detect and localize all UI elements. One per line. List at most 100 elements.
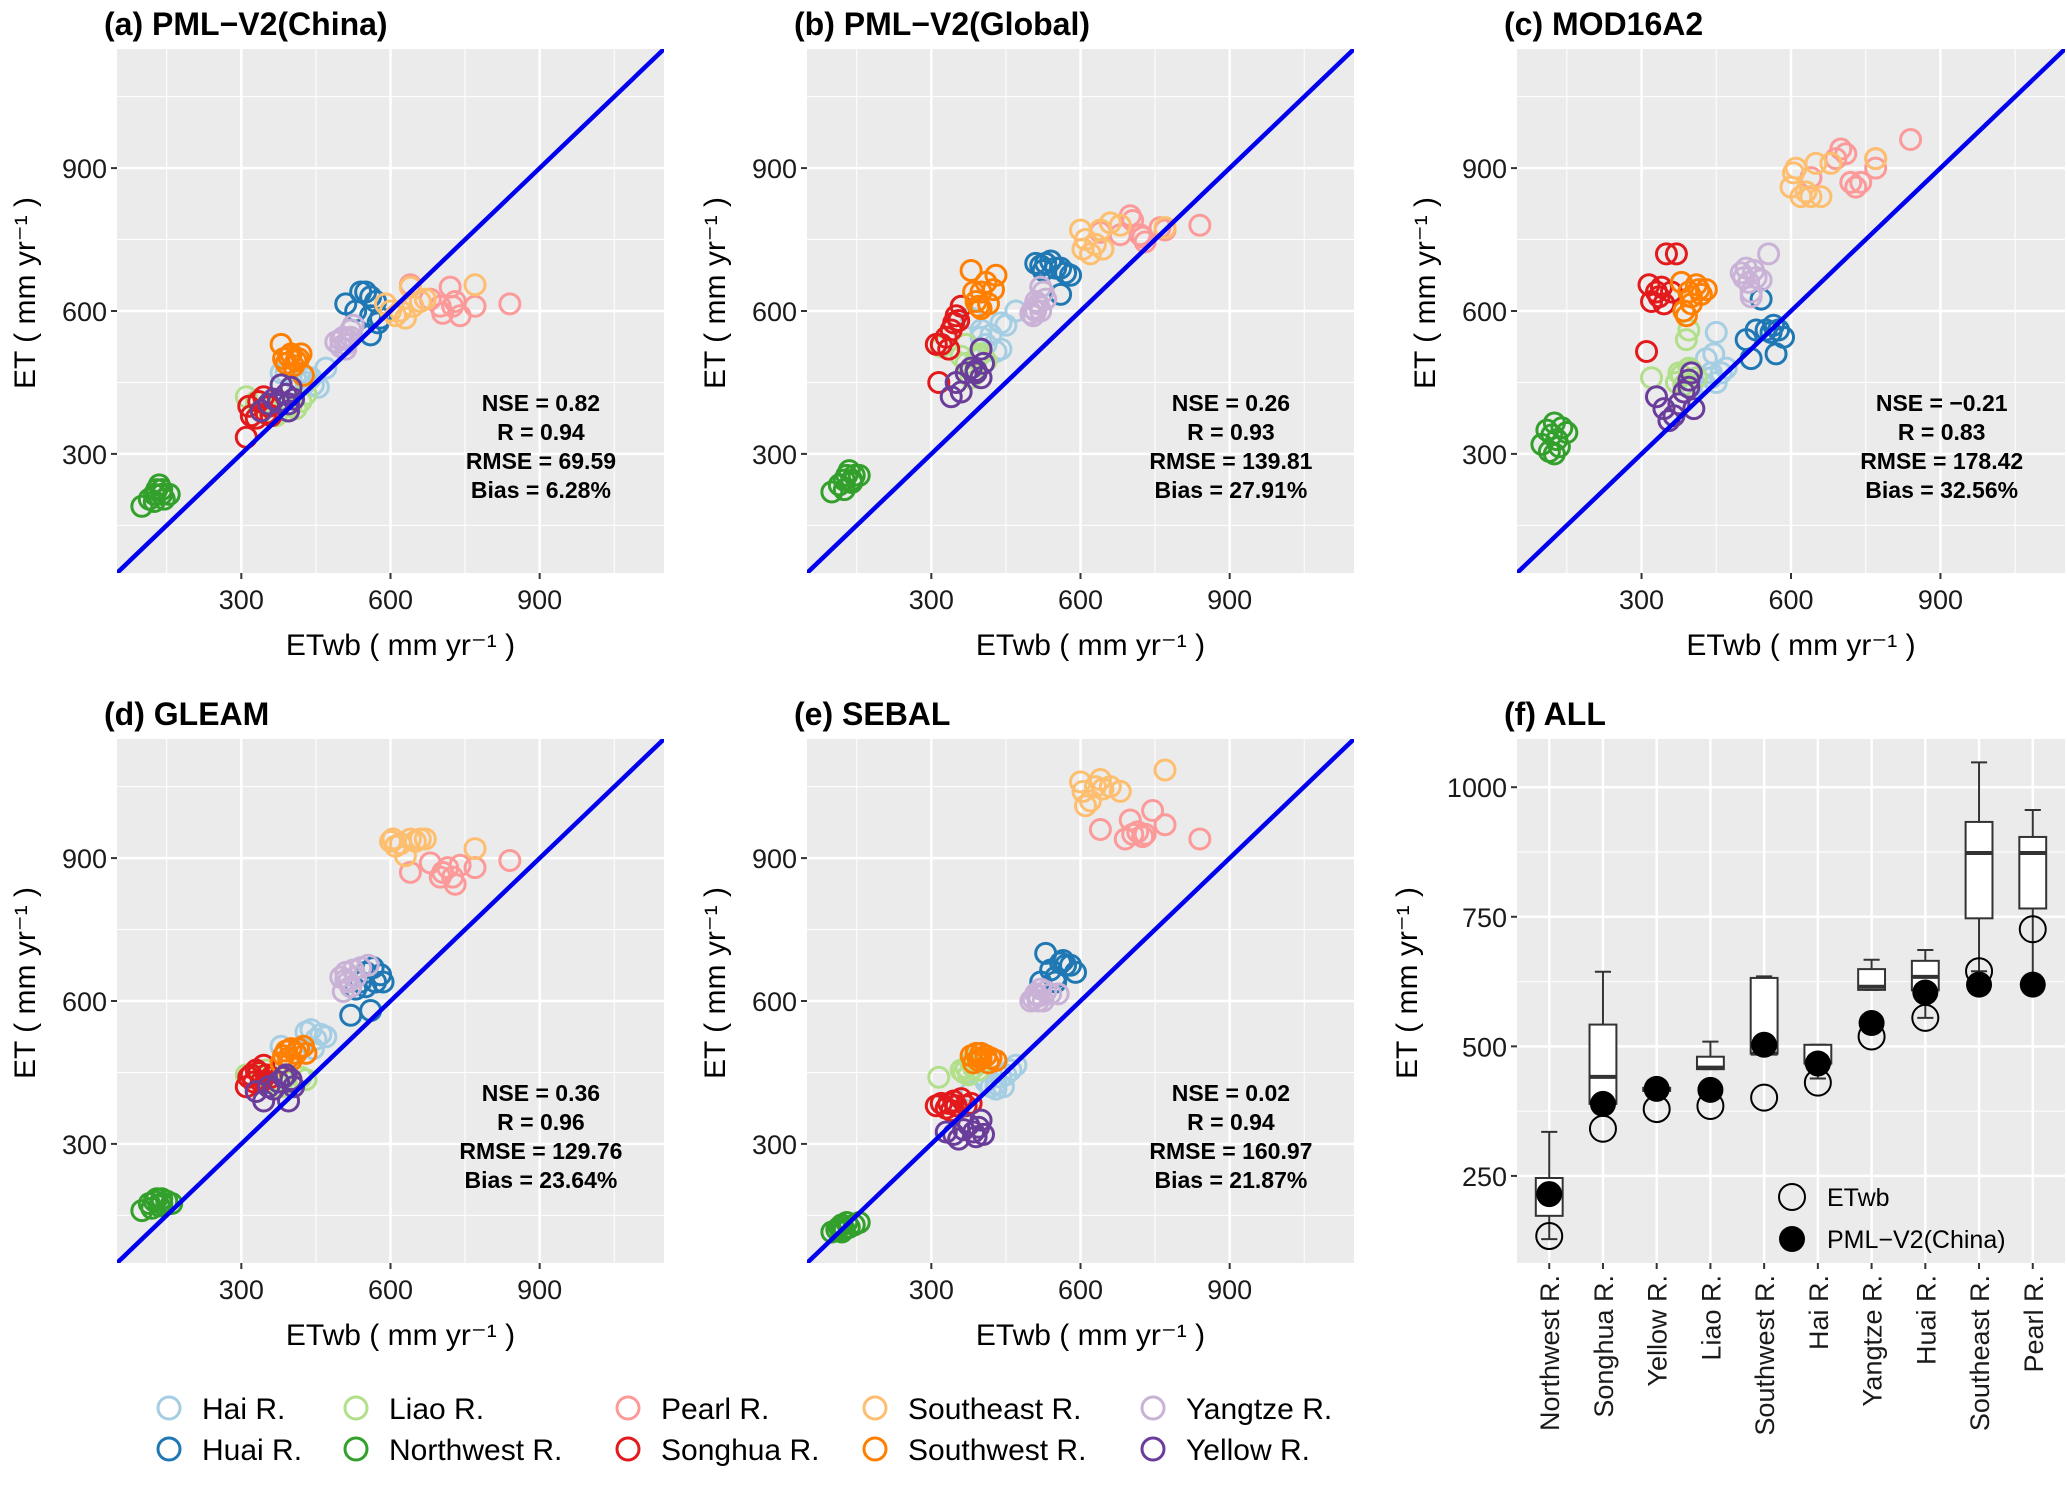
data-point xyxy=(1839,170,1863,194)
legend-key-circle xyxy=(156,1436,182,1462)
y-tick-label: 300 xyxy=(752,440,797,470)
legend-key-circle xyxy=(156,1395,182,1421)
panel-title: (f) ALL xyxy=(1504,696,1606,732)
pml-point xyxy=(1966,971,1993,998)
data-point xyxy=(1864,156,1888,180)
data-point xyxy=(1141,798,1165,822)
data-point xyxy=(1188,213,1212,237)
series-southeast-r xyxy=(379,827,487,868)
data-point xyxy=(413,827,437,851)
x-tick-label: 900 xyxy=(1207,585,1252,615)
data-point xyxy=(1757,242,1781,266)
legend-label: Southwest R. xyxy=(908,1434,1086,1467)
legend-item: Southeast R. xyxy=(862,1393,1081,1426)
data-point xyxy=(964,1125,988,1149)
data-point xyxy=(329,328,353,352)
stat-text: Bias = 32.56% xyxy=(1865,477,2018,503)
y-tick-label: 900 xyxy=(62,154,107,184)
data-point xyxy=(1864,147,1888,171)
data-point xyxy=(959,1091,983,1115)
legend-label: Northwest R. xyxy=(389,1434,562,1467)
stat-text: RMSE = 178.42 xyxy=(1860,448,2023,474)
x-tick-label: 300 xyxy=(909,1275,954,1305)
boxplot xyxy=(1964,761,1994,973)
stat-text: Bias = 27.91% xyxy=(1155,477,1308,503)
y-tick-label: 900 xyxy=(752,844,797,874)
data-point xyxy=(840,468,864,492)
data-point xyxy=(1739,285,1763,309)
series-yangtze-r xyxy=(329,953,380,1003)
data-point xyxy=(1677,375,1701,399)
data-point xyxy=(1064,960,1088,984)
grid xyxy=(117,739,664,1263)
x-axis-label: ETwb ( mm yr⁻¹ ) xyxy=(286,1319,515,1352)
pml-point xyxy=(1697,1076,1724,1103)
x-axis-label: ETwb ( mm yr⁻¹ ) xyxy=(976,629,1205,662)
stat-text: Bias = 6.28% xyxy=(471,477,611,503)
data-point xyxy=(1899,128,1923,152)
stat-text: Bias = 23.64% xyxy=(465,1167,618,1193)
one-to-one-line xyxy=(117,739,664,1263)
data-point xyxy=(1682,397,1706,421)
box xyxy=(1857,968,1887,991)
data-point xyxy=(1664,242,1688,266)
series-yangtze-r xyxy=(1729,242,1781,309)
series-pearl-r xyxy=(398,848,522,896)
one-to-one-line xyxy=(807,739,1354,1263)
legend-label: Huai R. xyxy=(202,1434,302,1467)
data-point xyxy=(964,361,988,385)
x-tick-label: Yangtze R. xyxy=(1858,1275,1888,1407)
x-tick-label: Hai R. xyxy=(1804,1275,1834,1350)
series-yangtze-r xyxy=(1019,977,1070,1013)
stat-text: NSE = 0.36 xyxy=(482,1080,600,1106)
data-point xyxy=(959,259,983,283)
data-point xyxy=(1078,789,1102,813)
data-point xyxy=(356,953,380,977)
data-point xyxy=(1188,827,1212,851)
series-southwest-r xyxy=(959,259,1008,321)
data-point xyxy=(1849,170,1873,194)
data-point xyxy=(1073,794,1097,818)
series-yellow-r xyxy=(244,1063,306,1113)
panel-title: (b) PML−V2(Global) xyxy=(794,6,1090,42)
stat-text: NSE = 0.02 xyxy=(1172,1080,1290,1106)
x-tick-label: Liao R. xyxy=(1696,1275,1726,1361)
data-point xyxy=(463,837,487,861)
series-northwest-r xyxy=(130,1187,184,1223)
x-tick-label: 600 xyxy=(368,1275,413,1305)
data-point xyxy=(937,337,961,361)
data-point xyxy=(937,1091,961,1115)
legend-key-circle xyxy=(1140,1436,1166,1462)
data-point xyxy=(984,263,1008,287)
pml-point xyxy=(1858,1010,1885,1037)
data-point xyxy=(1714,356,1738,380)
data-point xyxy=(1709,361,1733,385)
series-yangtze-r xyxy=(1019,275,1058,328)
data-point xyxy=(969,280,993,304)
y-tick-label: 600 xyxy=(62,987,107,1017)
legend-key-etwb xyxy=(1778,1183,1806,1211)
legend-key-circle xyxy=(862,1395,888,1421)
legend-item: Yellow R. xyxy=(1140,1434,1310,1467)
x-tick-label: 600 xyxy=(1768,585,1813,615)
stat-text: R = 0.93 xyxy=(1187,419,1275,445)
data-point xyxy=(282,354,306,378)
data-point xyxy=(282,387,306,411)
data-point xyxy=(969,1041,993,1065)
y-tick-label: 900 xyxy=(1462,154,1507,184)
x-tick-label: Huai R. xyxy=(1911,1275,1941,1365)
data-point xyxy=(954,361,978,385)
stat-text: R = 0.96 xyxy=(497,1109,585,1135)
etwb-point xyxy=(2018,915,2047,944)
pml-point xyxy=(1643,1075,1670,1102)
y-axis-label: ET ( mm yr⁻¹ ) xyxy=(699,197,732,389)
legend-key-circle xyxy=(343,1395,369,1421)
y-axis-label: ET ( mm yr⁻¹ ) xyxy=(9,197,42,389)
data-point xyxy=(279,1037,303,1061)
x-tick-label: 300 xyxy=(219,585,264,615)
y-tick-label: 1000 xyxy=(1447,773,1507,803)
series-northwest-r xyxy=(1530,411,1579,466)
series-northwest-r xyxy=(820,459,871,504)
data-point xyxy=(1039,982,1063,1006)
